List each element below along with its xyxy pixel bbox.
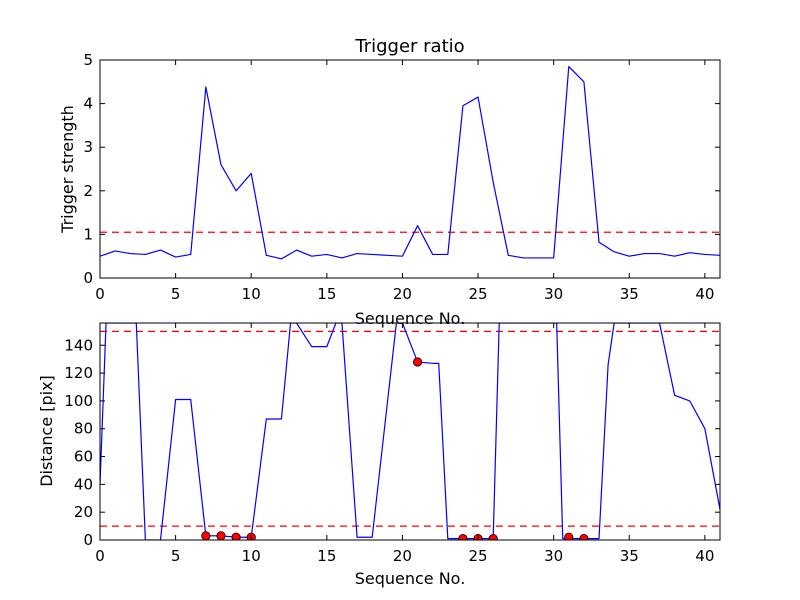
y-tick-label: 100 bbox=[64, 392, 93, 410]
x-tick-label: 25 bbox=[469, 547, 488, 565]
bottom-panel: Distance [pix] Sequence No. 0 5 10 15 20 25 30… bbox=[37, 322, 721, 588]
y-tick-label: 80 bbox=[74, 420, 93, 438]
x-tick-label: 15 bbox=[317, 547, 336, 565]
y-tick-label: 120 bbox=[64, 364, 93, 382]
bottom-plot-area: 0 5 10 15 20 25 30 35 40 0 20 40 60 80 100 120 140 bbox=[64, 322, 721, 565]
x-tick-label: 40 bbox=[695, 285, 714, 303]
y-tick-label: 140 bbox=[64, 336, 93, 354]
y-tick-label: 40 bbox=[74, 475, 93, 493]
x-tick-label: 10 bbox=[242, 285, 261, 303]
y-tick-label: 20 bbox=[74, 503, 93, 521]
top-panel: Trigger ratio Trigger strength 0 5 10 15 20 2… bbox=[58, 36, 721, 303]
x-tick-label: 30 bbox=[544, 285, 563, 303]
top-chart-title: Trigger ratio bbox=[354, 36, 464, 57]
x-tick-label: 25 bbox=[469, 285, 488, 303]
y-tick-label: 1 bbox=[83, 225, 93, 243]
x-tick-label: 20 bbox=[393, 285, 412, 303]
x-tick-label: 0 bbox=[95, 285, 105, 303]
marker-point bbox=[564, 532, 574, 540]
marker-point bbox=[488, 534, 498, 540]
top-ylabel: Trigger strength bbox=[58, 105, 77, 234]
x-tick-label: 5 bbox=[171, 547, 181, 565]
plot-frame bbox=[99, 322, 721, 541]
marker-point bbox=[216, 531, 226, 540]
y-tick-label: 3 bbox=[83, 138, 93, 156]
marker-point bbox=[201, 531, 211, 540]
y-tick-label: 0 bbox=[83, 269, 93, 287]
top-xlabel: Sequence No. bbox=[355, 309, 466, 328]
x-tick-label: 35 bbox=[620, 285, 639, 303]
series-line-0 bbox=[100, 323, 720, 540]
top-plot-area: 0 5 10 15 20 25 30 35 40 0 1 2 3 4 5 bbox=[83, 51, 721, 303]
x-tick-label: 35 bbox=[620, 547, 639, 565]
x-tick-label: 5 bbox=[171, 285, 181, 303]
marker-point bbox=[458, 534, 468, 540]
series-line-0 bbox=[100, 65, 720, 260]
x-tick-label: 15 bbox=[317, 285, 336, 303]
bottom-xlabel: Sequence No. bbox=[355, 569, 466, 588]
plot-frame bbox=[99, 59, 721, 279]
y-tick-label: 4 bbox=[83, 95, 93, 113]
marker-point bbox=[412, 357, 423, 367]
y-tick-label: 5 bbox=[83, 51, 93, 69]
y-tick-label: 0 bbox=[83, 531, 93, 549]
x-tick-label: 0 bbox=[95, 547, 105, 565]
marker-point bbox=[579, 534, 589, 540]
x-tick-label: 10 bbox=[242, 547, 261, 565]
x-tick-label: 20 bbox=[393, 547, 412, 565]
x-tick-label: 40 bbox=[695, 547, 714, 565]
x-tick-label: 30 bbox=[544, 547, 563, 565]
y-tick-label: 2 bbox=[83, 182, 93, 200]
marker-point bbox=[231, 532, 241, 540]
bottom-ylabel: Distance [pix] bbox=[37, 375, 56, 487]
y-tick-label: 60 bbox=[74, 448, 93, 466]
